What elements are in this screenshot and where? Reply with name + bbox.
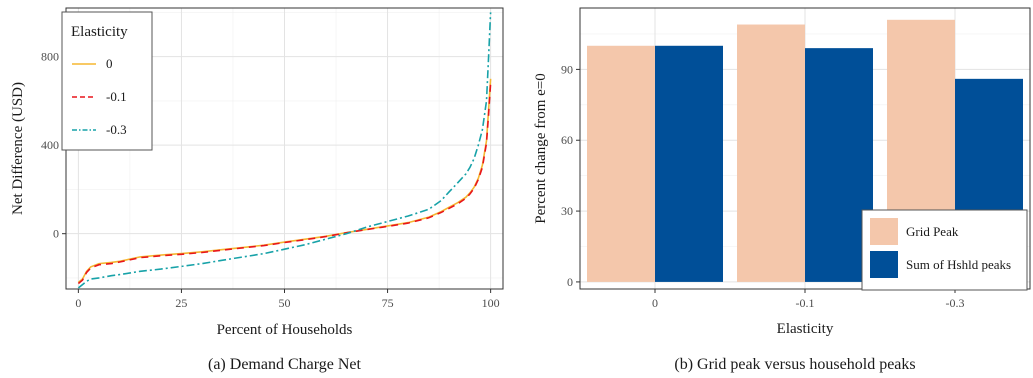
y-tick-label: 400 [41,138,59,152]
legend-key-1 [870,251,898,278]
legend-label-1: -0.1 [106,89,127,104]
bar-0-0 [587,45,655,282]
y-tick-label: 0 [567,275,573,289]
y-tick-label: 800 [41,50,59,64]
y-tick-label: 90 [561,62,573,76]
y-axis-label: Percent change from e=0 [533,73,549,223]
x-axis-label: Percent of Households [217,322,353,338]
legend-label-0: Grid Peak [906,224,959,239]
y-tick-label: 30 [561,204,573,218]
legend-label-0: 0 [106,56,113,71]
legend-title: Elasticity [71,24,128,40]
legend-label-2: -0.3 [106,122,127,137]
series-line-1 [77,83,492,285]
chart-a: 0 25 50 75 100 0 400 800 Percent of Households Ne… [10,7,504,373]
x-tick-label: 50 [279,296,291,310]
x-tick-label: 25 [175,296,187,310]
x-axis-label: Elasticity [777,321,834,337]
legend-box [61,11,153,151]
x-tick-label: -0.1 [796,296,815,310]
x-tick-label: 75 [382,296,394,310]
x-tick-label: 0 [652,296,658,310]
chart-b: 0 -0.1 -0.3 0 30 60 90 Elasticity Percent change… [533,7,1031,373]
x-tick-label: 0 [75,296,81,310]
x-tick-label: -0.3 [946,296,965,310]
y-tick-label: 0 [53,227,59,241]
series-line-2 [77,12,492,289]
x-tick-label: 100 [482,296,500,310]
y-tick-label: 60 [561,133,573,147]
caption-a: (a) Demand Charge Net [208,356,362,373]
y-axis-label: Net Difference (USD) [10,82,26,215]
bar-0-1 [737,24,805,282]
legend-label-1: Sum of Hshld peaks [906,257,1011,272]
caption-b: (b) Grid peak versus household peaks [674,356,915,373]
bar-1-0 [655,45,723,282]
legend-key-0 [870,218,898,245]
